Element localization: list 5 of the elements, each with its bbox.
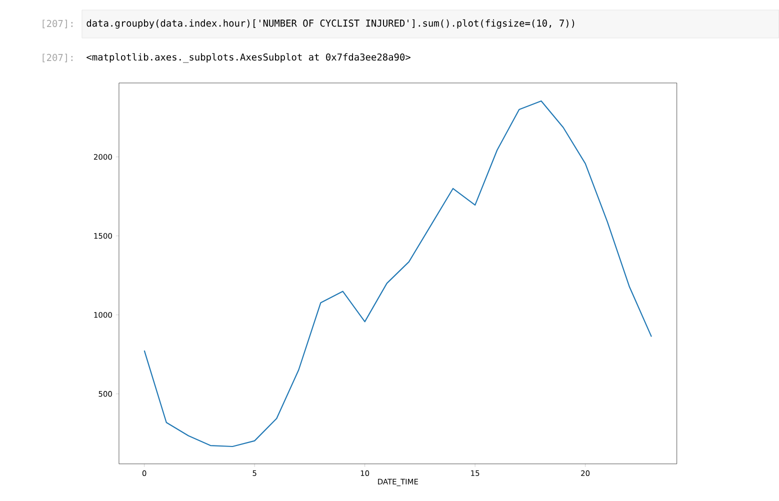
text: data.groupby(data.index.hour)['NUMBER OF CYCLIST INJURED'].sum().plot(figsize=(10, 7)): [86, 19, 574, 29]
text: [207]:: [42, 54, 73, 62]
text: [207]:: [42, 20, 73, 28]
text: <matplotlib.axes._subplots.AxesSubplot at 0x7fda3ee28a90>: [86, 53, 410, 63]
line-series: [144, 100, 652, 448]
